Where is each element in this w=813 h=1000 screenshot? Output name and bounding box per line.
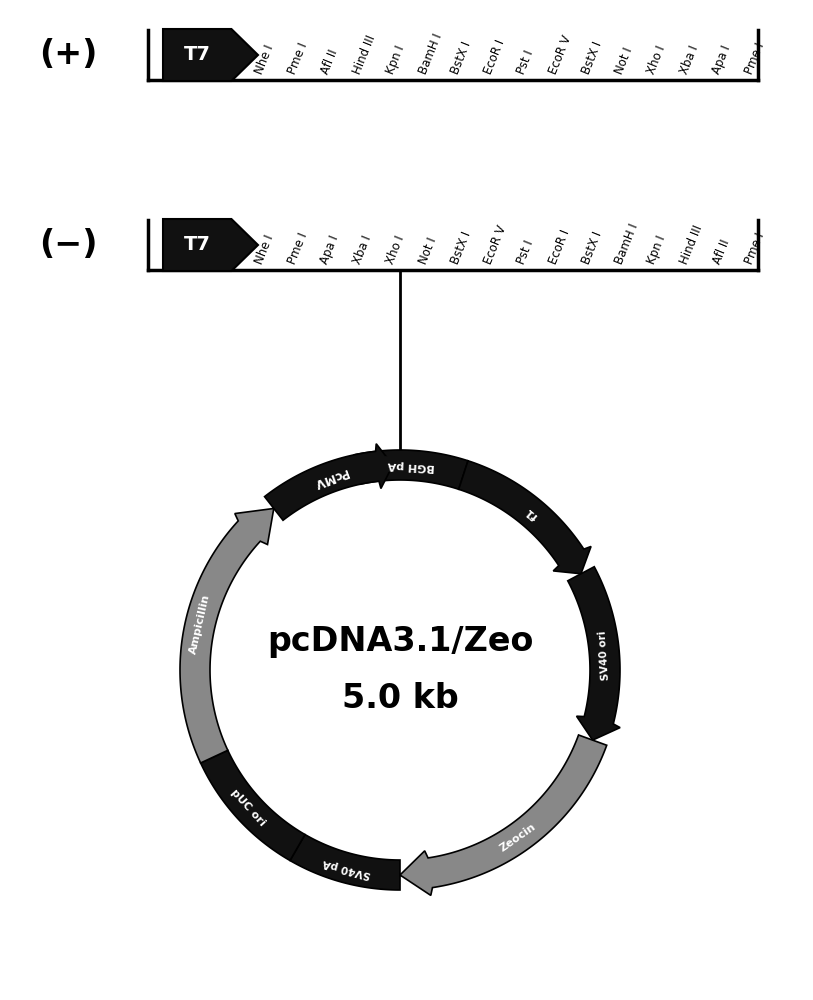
Text: (−): (−) <box>39 229 98 261</box>
Text: BstX I: BstX I <box>580 229 604 266</box>
Polygon shape <box>567 567 620 740</box>
Text: Xho I: Xho I <box>645 44 668 76</box>
Polygon shape <box>163 219 258 271</box>
Text: Pst I: Pst I <box>515 238 536 266</box>
Text: BstX I: BstX I <box>449 229 474 266</box>
Text: T7: T7 <box>184 45 211 64</box>
Text: PcMV: PcMV <box>311 465 350 490</box>
Text: BamH I: BamH I <box>416 31 445 76</box>
Text: Xba I: Xba I <box>677 43 701 76</box>
Text: pUC ori: pUC ori <box>228 787 267 828</box>
Polygon shape <box>264 444 393 520</box>
Text: Kpn I: Kpn I <box>645 234 668 266</box>
Text: T7: T7 <box>184 235 211 254</box>
Polygon shape <box>290 835 400 890</box>
Text: Apa I: Apa I <box>318 233 341 266</box>
Polygon shape <box>459 461 591 574</box>
Text: (+): (+) <box>39 38 98 72</box>
Text: Not I: Not I <box>612 45 635 76</box>
Text: Afl II: Afl II <box>318 47 340 76</box>
Text: Xho I: Xho I <box>384 234 406 266</box>
Text: Zeocin: Zeocin <box>498 822 537 854</box>
Polygon shape <box>201 750 305 861</box>
Text: pcDNA3.1/Zeo: pcDNA3.1/Zeo <box>267 626 533 658</box>
Text: EcoR I: EcoR I <box>547 228 572 266</box>
Text: SV40 ori: SV40 ori <box>598 631 611 681</box>
Text: Pme I: Pme I <box>285 41 310 76</box>
Text: Pst I: Pst I <box>515 48 536 76</box>
Text: f1: f1 <box>524 505 540 521</box>
Polygon shape <box>354 450 468 489</box>
Text: EcoR V: EcoR V <box>547 33 574 76</box>
Text: Nhe I: Nhe I <box>253 233 276 266</box>
Text: Not I: Not I <box>416 235 439 266</box>
Text: EcoR I: EcoR I <box>481 38 507 76</box>
Polygon shape <box>400 735 606 895</box>
Text: Pme I: Pme I <box>743 231 767 266</box>
Text: BstX I: BstX I <box>580 39 604 76</box>
Text: Kpn I: Kpn I <box>384 44 406 76</box>
Text: Ampicillin: Ampicillin <box>189 593 212 655</box>
Text: SV40 pA: SV40 pA <box>322 857 372 879</box>
Text: Afl II: Afl II <box>711 237 732 266</box>
Text: Xba I: Xba I <box>351 233 374 266</box>
Text: Pme I: Pme I <box>743 41 767 76</box>
Text: Nhe I: Nhe I <box>253 43 276 76</box>
Text: Pme I: Pme I <box>285 231 310 266</box>
Polygon shape <box>163 29 258 81</box>
Polygon shape <box>180 508 274 763</box>
Text: Hind III: Hind III <box>351 33 378 76</box>
Text: Hind III: Hind III <box>677 223 705 266</box>
Text: BGH pA: BGH pA <box>387 459 434 472</box>
Text: 5.0 kb: 5.0 kb <box>341 682 459 714</box>
Text: EcoR V: EcoR V <box>481 223 509 266</box>
Text: BstX I: BstX I <box>449 39 474 76</box>
Text: Apa I: Apa I <box>711 43 733 76</box>
Text: BamH I: BamH I <box>612 221 641 266</box>
